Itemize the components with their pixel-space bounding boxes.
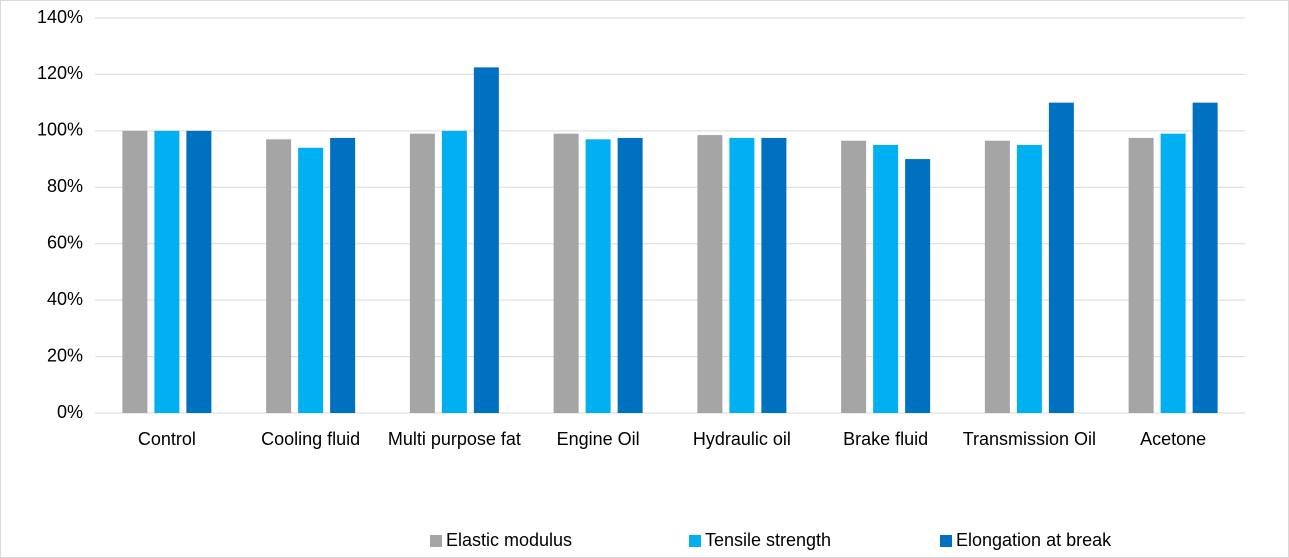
bar xyxy=(841,140,867,413)
x-tick-label: Acetone xyxy=(1140,429,1207,449)
legend-label: Elastic modulus xyxy=(446,530,572,550)
bar xyxy=(1048,102,1074,414)
legend-swatch xyxy=(689,535,701,547)
y-tick-label: 40% xyxy=(47,289,83,309)
bar xyxy=(1192,102,1218,414)
bar xyxy=(553,133,579,413)
bar xyxy=(441,130,467,413)
legend-swatch xyxy=(940,535,952,547)
x-tick-label: Cooling fluid xyxy=(261,429,361,449)
legend-label: Tensile strength xyxy=(705,530,831,550)
bar xyxy=(1160,133,1186,413)
x-tick-label: Hydraulic oil xyxy=(692,429,791,449)
bar xyxy=(585,139,611,414)
y-tick-label: 80% xyxy=(47,176,83,196)
bar xyxy=(729,137,755,414)
bar xyxy=(122,130,148,413)
bar xyxy=(1128,137,1154,414)
bar xyxy=(761,137,787,414)
bar xyxy=(984,140,1010,413)
legend-label: Elongation at break xyxy=(956,530,1112,550)
bar xyxy=(473,67,499,413)
y-tick-label: 100% xyxy=(37,120,83,140)
x-tick-label: Engine Oil xyxy=(556,429,640,449)
y-tick-label: 60% xyxy=(47,232,83,252)
y-tick-label: 140% xyxy=(37,7,83,27)
bar xyxy=(617,137,643,414)
bar xyxy=(1016,144,1042,413)
bar xyxy=(266,139,292,414)
x-tick-label: Multi purpose fat xyxy=(387,429,521,449)
y-tick-label: 120% xyxy=(37,63,83,83)
bar xyxy=(154,130,180,413)
legend-swatch xyxy=(430,535,442,547)
x-tick-label: Transmission Oil xyxy=(962,429,1097,449)
x-tick-label: Brake fluid xyxy=(843,429,929,449)
bar xyxy=(298,147,324,414)
bar xyxy=(697,135,723,413)
bar xyxy=(873,144,899,413)
bar xyxy=(330,137,356,414)
x-tick-label: Control xyxy=(137,429,196,449)
y-tick-label: 20% xyxy=(47,345,83,365)
bar xyxy=(905,159,931,413)
y-tick-label: 0% xyxy=(57,402,83,422)
bar xyxy=(409,133,435,413)
bar xyxy=(186,130,212,413)
